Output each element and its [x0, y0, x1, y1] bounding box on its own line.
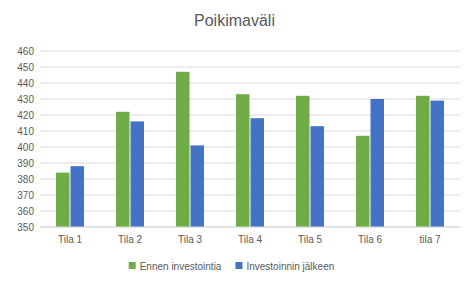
legend: Ennen investointia Investoinnin jälkeen [129, 261, 335, 272]
y-tick-label: 410 [17, 126, 34, 137]
bar [191, 145, 205, 227]
grid-line [40, 211, 460, 212]
y-tick-label: 420 [17, 110, 34, 121]
grid-line [40, 163, 460, 164]
y-tick-label: 370 [17, 190, 34, 201]
y-tick-label: 350 [17, 222, 34, 233]
x-axis [40, 227, 460, 228]
legend-swatch [129, 262, 136, 269]
grid-line [40, 99, 460, 100]
chart: Poikimaväli 350 360 370 380 390 400 410 420 430 44… [0, 0, 469, 289]
grid-line [40, 179, 460, 180]
grid-line [40, 67, 460, 68]
bar [251, 118, 265, 227]
legend-swatch [235, 262, 242, 269]
bars [56, 72, 444, 227]
grid-line [40, 83, 460, 84]
grid-line [40, 51, 460, 52]
y-tick-label: 390 [17, 158, 34, 169]
grid-line [40, 227, 460, 228]
bar [296, 96, 310, 227]
y-tick-label: 360 [17, 206, 34, 217]
title: Poikimaväli [194, 12, 275, 29]
bar [311, 126, 325, 227]
legend-label: Ennen investointia [140, 261, 222, 272]
x-tick-label: Tila 3 [178, 234, 203, 245]
x-tick-label: Tila 5 [298, 234, 323, 245]
grid-line [40, 147, 460, 148]
legend-label: Investoinnin jälkeen [246, 261, 334, 272]
x-tick-label: tila 7 [419, 234, 441, 245]
bar [176, 72, 190, 227]
y-tick-label: 440 [17, 78, 34, 89]
bar [431, 101, 445, 227]
bar [116, 112, 130, 227]
bar [71, 166, 85, 227]
y-tick-label: 430 [17, 94, 34, 105]
bar [416, 96, 430, 227]
x-tick-label: Tila 1 [58, 234, 83, 245]
x-tick-label: Tila 6 [358, 234, 383, 245]
bar [371, 99, 385, 227]
x-tick-label: Tila 4 [238, 234, 263, 245]
x-tick-label: Tila 2 [118, 234, 143, 245]
grid-line [40, 131, 460, 132]
y-tick-label: 460 [17, 46, 34, 57]
bar [236, 94, 250, 227]
bar [56, 173, 70, 227]
y-tick-label: 450 [17, 62, 34, 73]
grid-line [40, 115, 460, 116]
y-tick-label: 400 [17, 142, 34, 153]
grid-line [40, 195, 460, 196]
bar [131, 121, 145, 227]
bar [356, 136, 370, 227]
y-tick-label: 380 [17, 174, 34, 185]
